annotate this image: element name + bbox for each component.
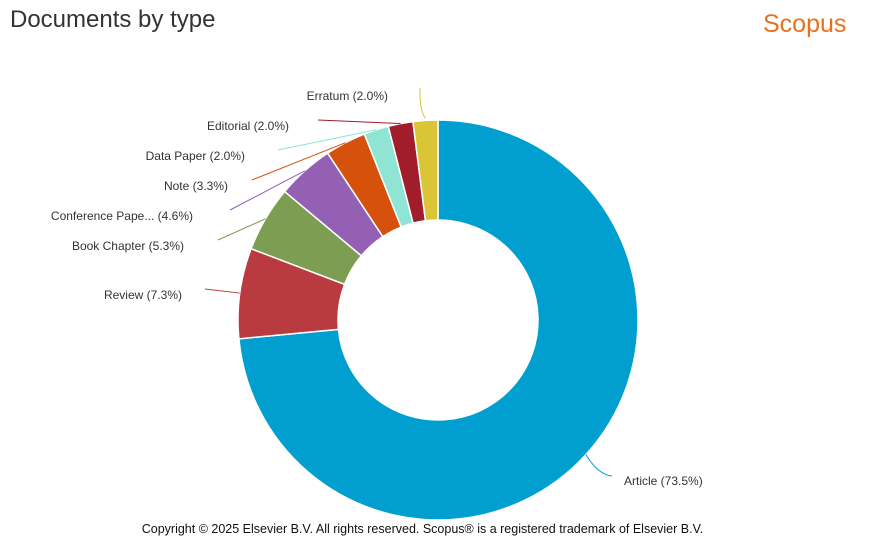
leader-line-1 [204, 288, 240, 294]
slice-label-5: Data Paper (2.0%) [146, 149, 245, 163]
slice-7[interactable] [412, 119, 439, 222]
slice-label-7: Erratum (2.0%) [307, 89, 388, 103]
leader-line-3 [229, 170, 306, 211]
slice-label-0: Article (73.5%) [624, 474, 703, 488]
labels-group: Article (73.5%) Review (7.3%) Book Chapter… [51, 89, 703, 488]
slice-label-1: Review (7.3%) [104, 288, 182, 302]
chart-title: Documents by type [10, 6, 216, 33]
copyright-footer: Copyright © 2025 Elsevier B.V. All right… [141, 522, 704, 536]
slice-label-2: Book Chapter (5.3%) [72, 239, 184, 253]
slice-label-3: Conference Pape... (4.6%) [51, 209, 193, 223]
leader-line-0 [585, 454, 613, 477]
leader-lines-group [204, 87, 613, 477]
leader-line-6 [317, 119, 401, 125]
slice-label-4: Note (3.3%) [164, 179, 228, 193]
slices-group [237, 119, 639, 521]
leader-line-5 [277, 129, 377, 151]
slice-0[interactable] [238, 119, 639, 521]
scopus-logo: Scopus [763, 10, 847, 38]
slice-label-6: Editorial (2.0%) [207, 119, 289, 133]
leader-line-4 [251, 142, 346, 181]
leader-line-2 [217, 218, 266, 241]
leader-line-7 [419, 87, 426, 119]
